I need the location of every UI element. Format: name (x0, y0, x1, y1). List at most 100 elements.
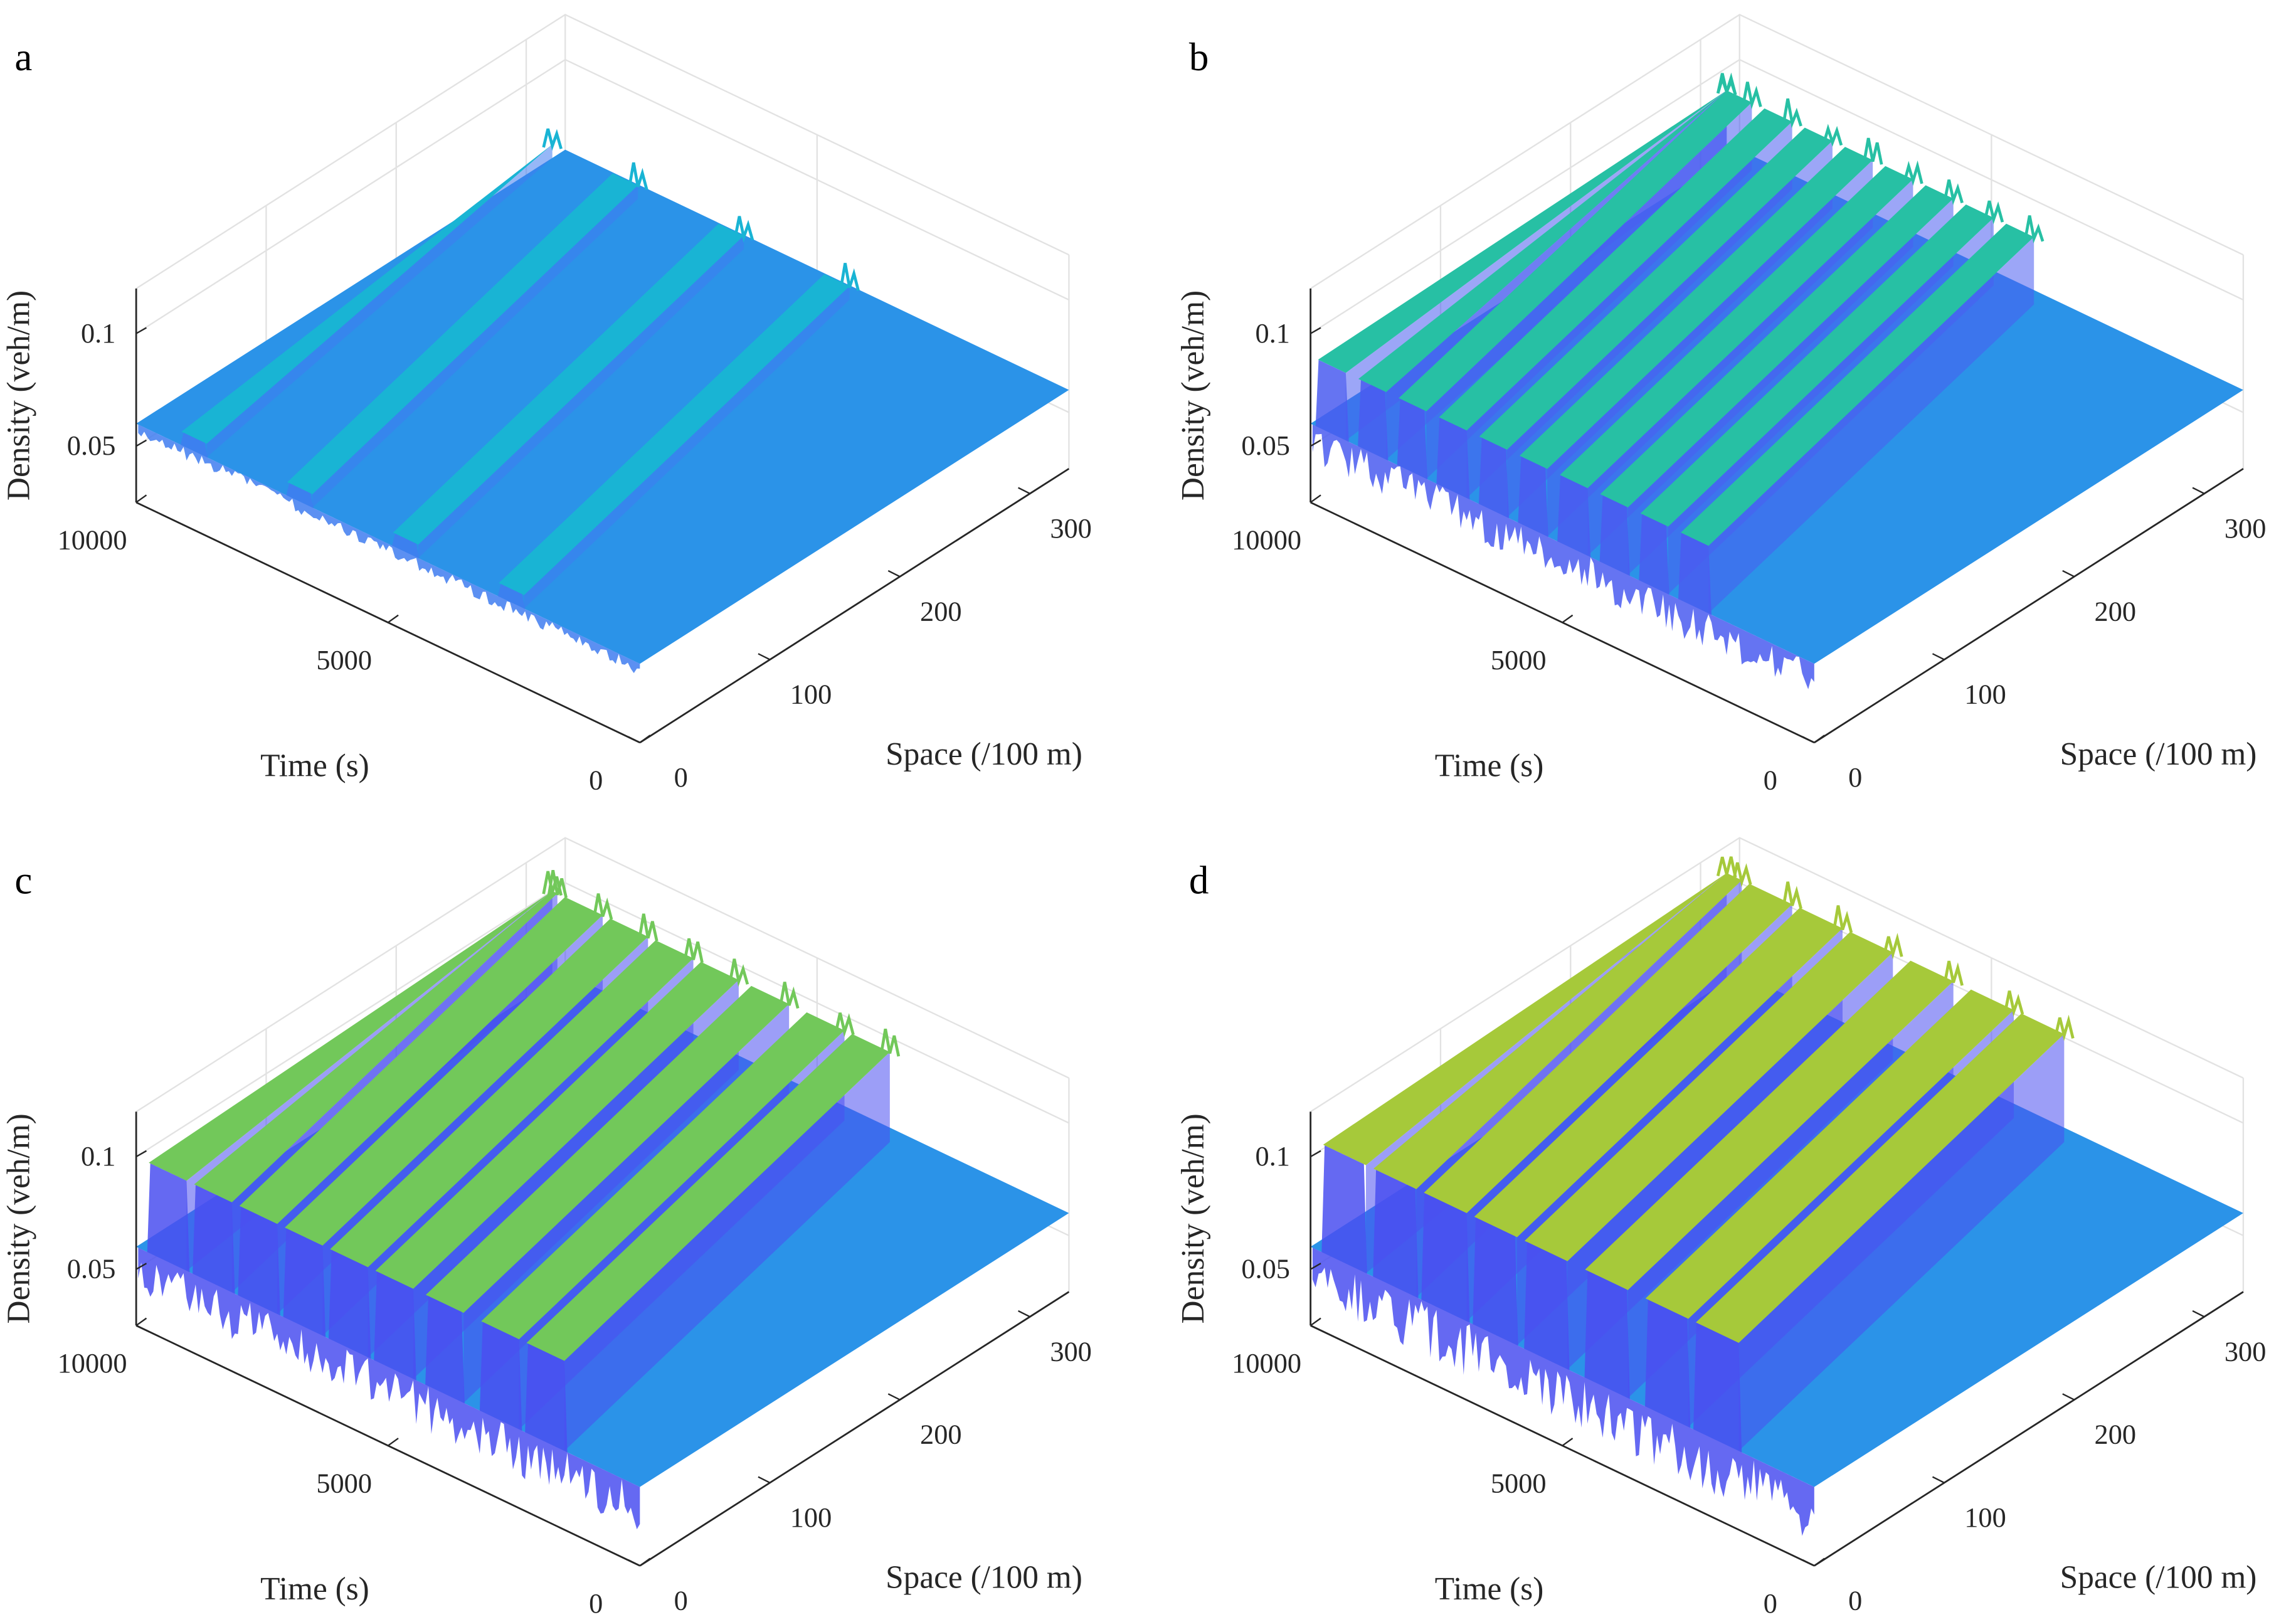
space-tick-label: 200 (920, 1419, 962, 1450)
jam-band (1681, 223, 2034, 546)
jam-band (393, 223, 744, 545)
time-tick-label: 5000 (316, 1468, 372, 1499)
panel-label: b (1189, 35, 1209, 79)
jam-band (1474, 908, 1843, 1238)
jam-band (1479, 127, 1833, 450)
jam-band-spikes (2054, 1014, 2075, 1041)
panel-label: c (14, 858, 32, 902)
jam-band-spikes (1782, 98, 1802, 129)
jam-band-spikes (834, 1012, 855, 1037)
jam-band-spikes (542, 128, 563, 151)
jam-band-spikes (2003, 990, 2024, 1017)
jam-band (481, 1012, 845, 1340)
jam-band (1318, 90, 1727, 373)
surface-front-edge (138, 424, 640, 674)
time-tick-label: 5000 (1491, 644, 1547, 676)
z-tick-label: 0.05 (67, 1253, 116, 1285)
time-tick-label: 10000 (1232, 1347, 1301, 1379)
z-tick-label: 0.05 (1241, 1253, 1290, 1285)
jam-band-spikes (728, 958, 749, 987)
jam-band (1645, 989, 2014, 1319)
jam-band-face (206, 144, 553, 457)
jam-band-spikes (547, 869, 568, 898)
jam-band (1585, 960, 1954, 1290)
space-axis-label: Space (/100 m) (2060, 736, 2257, 772)
jam-band (239, 897, 603, 1224)
panel-b: 0.05 0.1 0 5000 10000 0 100 200 300 Time (s) Space… (1175, 14, 2267, 796)
time-axis-label: Time (s) (260, 1571, 369, 1607)
jam-band-spikes (1732, 862, 1752, 888)
jam-band-face (312, 185, 638, 508)
jam-band (526, 1034, 890, 1361)
jam-band-face (564, 1052, 890, 1451)
jam-band (425, 985, 790, 1313)
jam-band (1696, 1013, 2065, 1343)
jam-band (194, 891, 558, 1202)
jam-band-spikes (1862, 137, 1883, 165)
space-tick-label: 300 (1050, 1335, 1092, 1367)
jam-band-face (1708, 236, 2034, 613)
jam-band (375, 962, 739, 1289)
space-tick-label: 0 (674, 761, 688, 793)
space-axis (639, 468, 1070, 744)
jam-band-face (418, 235, 744, 558)
jam-band (1519, 147, 1873, 469)
jam-band-spikes (592, 893, 613, 920)
space-tick-label: 0 (1848, 761, 1862, 793)
jam-band (181, 144, 553, 444)
space-tick-label: 200 (2095, 595, 2137, 627)
space-axis-label: Space (/100 m) (886, 736, 1082, 772)
jam-band (1373, 872, 1742, 1189)
panel-label: a (14, 35, 32, 79)
jam-band (1640, 204, 1994, 527)
jam-band-spikes (1742, 82, 1762, 110)
jam-band (1358, 90, 1727, 393)
jam-band-spikes (683, 938, 704, 963)
time-tick-label: 10000 (58, 524, 127, 556)
surface-front-edge (138, 1163, 640, 1530)
surface-front-edge (1312, 1145, 1814, 1536)
jam-band-spikes (1782, 881, 1802, 909)
panel-d: 0.05 0.1 0 5000 10000 0 100 200 300 Time (s) Space… (1175, 837, 2267, 1617)
jam-band-face (1738, 1034, 2065, 1451)
jam-band-spikes (1883, 933, 1903, 960)
density-axis-label: Density (veh/m) (1, 1113, 37, 1323)
jam-band-spikes (733, 216, 754, 243)
jam-band-spikes (1822, 124, 1843, 147)
time-axis-label: Time (s) (1435, 748, 1544, 784)
jam-band (1323, 872, 1727, 1165)
jam-band (149, 891, 553, 1181)
space-tick-label: 200 (2095, 1419, 2137, 1450)
jam-band (1399, 90, 1752, 411)
jam-band-spikes (879, 1029, 901, 1057)
jam-band-spikes (638, 913, 659, 941)
jam-band-spikes (1983, 200, 2004, 225)
time-tick-label: 5000 (1491, 1468, 1547, 1499)
space-tick-label: 200 (920, 595, 962, 627)
jam-band (287, 173, 638, 494)
jam-band-spikes (627, 162, 648, 190)
z-tick-label: 0.1 (1256, 317, 1290, 349)
space-tick-label: 100 (790, 679, 832, 710)
jam-band (1525, 931, 1893, 1261)
space-axis (1814, 1291, 2244, 1567)
density-axis-label: Density (veh/m) (1175, 290, 1211, 501)
jam-band-spikes (2023, 215, 2045, 244)
jam-band-face (524, 286, 850, 609)
panel-label: d (1189, 858, 1209, 902)
z-tick-label: 0.1 (81, 317, 115, 349)
time-tick-label: 0 (1764, 1588, 1777, 1617)
panel-a: 0.05 0.1 0 5000 10000 0 100 200 300 Time (s) Space… (1, 14, 1092, 796)
space-tick-label: 300 (2225, 512, 2267, 544)
jam-band-spikes (1903, 160, 1923, 186)
jam-band (499, 274, 850, 595)
jam-band (1560, 166, 1913, 489)
time-tick-label: 0 (589, 765, 603, 796)
jam-band (330, 940, 694, 1268)
space-axis-label: Space (/100 m) (886, 1559, 1082, 1595)
space-axis-label: Space (/100 m) (2060, 1559, 2257, 1595)
jam-band-spikes (1943, 179, 1964, 206)
space-tick-label: 100 (1964, 1502, 2006, 1533)
space-tick-label: 300 (2225, 1335, 2267, 1367)
